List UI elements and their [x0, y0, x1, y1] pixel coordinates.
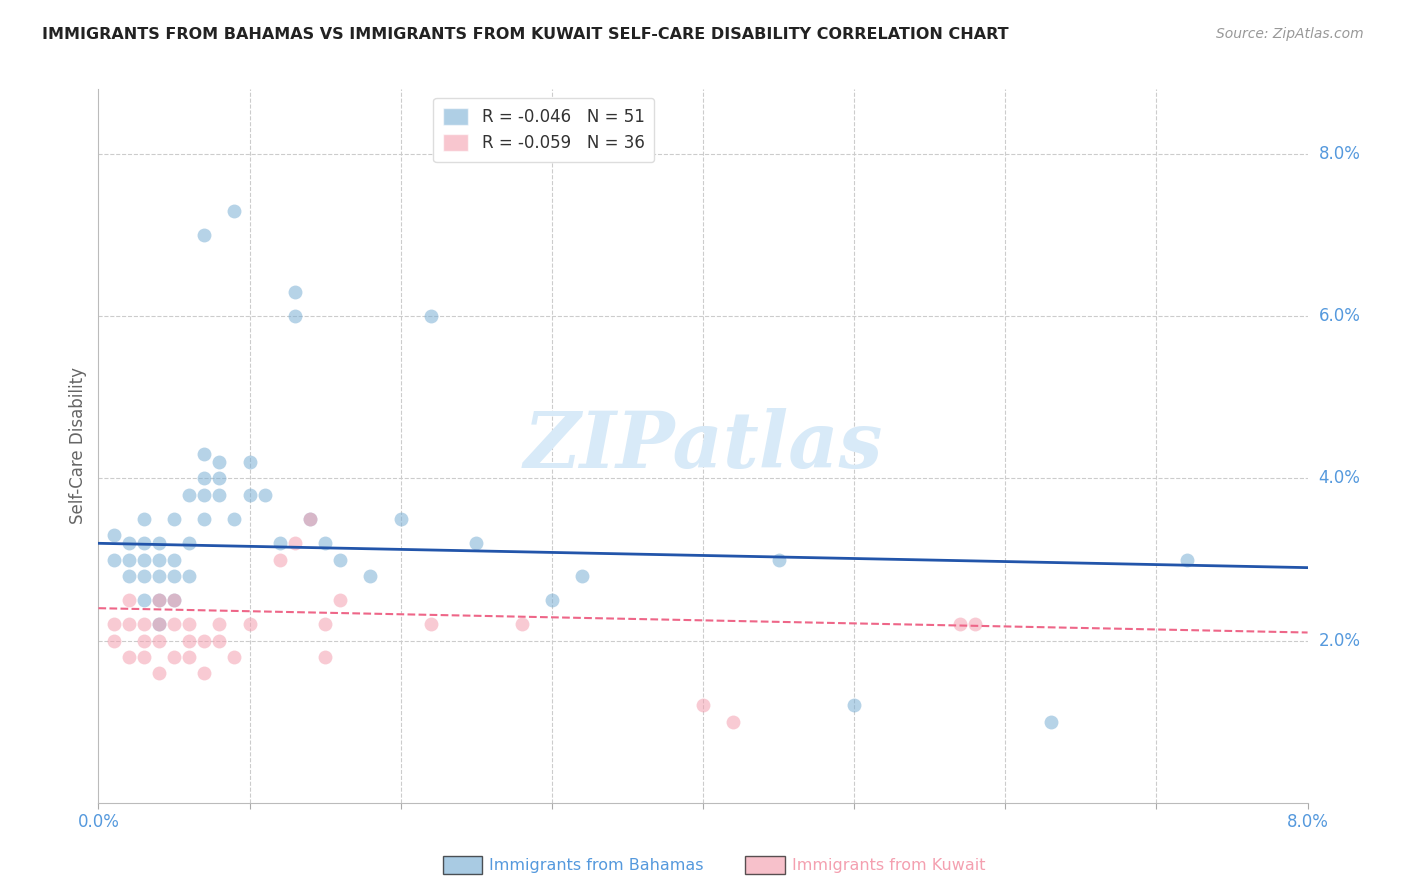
Text: IMMIGRANTS FROM BAHAMAS VS IMMIGRANTS FROM KUWAIT SELF-CARE DISABILITY CORRELATI: IMMIGRANTS FROM BAHAMAS VS IMMIGRANTS FR…: [42, 27, 1010, 42]
Point: [193, 666, 215, 681]
Point: [193, 471, 215, 485]
Point: [239, 488, 262, 502]
Text: 2.0%: 2.0%: [1319, 632, 1361, 649]
Point: [148, 552, 170, 566]
Point: [208, 471, 231, 485]
Text: Immigrants from Bahamas: Immigrants from Bahamas: [489, 858, 704, 872]
Point: [118, 568, 141, 582]
Point: [163, 593, 186, 607]
Point: [193, 488, 215, 502]
Point: [163, 593, 186, 607]
Point: [299, 512, 322, 526]
Point: [163, 617, 186, 632]
Point: [768, 552, 790, 566]
Point: [284, 285, 307, 299]
Point: [844, 698, 866, 713]
Point: [163, 568, 186, 582]
Point: [389, 512, 412, 526]
Point: [208, 617, 231, 632]
Point: [269, 536, 291, 550]
Point: [723, 714, 745, 729]
Point: [1039, 714, 1062, 729]
Point: [179, 633, 201, 648]
Point: [510, 617, 533, 632]
Point: [132, 552, 155, 566]
Point: [239, 617, 262, 632]
Point: [103, 552, 125, 566]
Point: [314, 617, 336, 632]
Point: [132, 633, 155, 648]
Point: [329, 552, 352, 566]
Point: [284, 310, 307, 324]
Text: 6.0%: 6.0%: [1319, 307, 1361, 326]
Point: [132, 512, 155, 526]
Point: [193, 512, 215, 526]
Point: [571, 568, 593, 582]
Text: Immigrants from Kuwait: Immigrants from Kuwait: [792, 858, 986, 872]
Point: [193, 447, 215, 461]
Point: [148, 593, 170, 607]
Point: [208, 455, 231, 469]
Text: 8.0%: 8.0%: [1319, 145, 1361, 163]
Point: [419, 310, 441, 324]
Point: [163, 552, 186, 566]
Point: [148, 536, 170, 550]
Point: [314, 649, 336, 664]
Point: [208, 488, 231, 502]
Point: [224, 203, 246, 218]
Point: [179, 617, 201, 632]
Point: [1175, 552, 1198, 566]
Point: [148, 617, 170, 632]
Point: [193, 228, 215, 243]
Point: [329, 593, 352, 607]
Text: Source: ZipAtlas.com: Source: ZipAtlas.com: [1216, 27, 1364, 41]
Point: [132, 536, 155, 550]
Point: [179, 536, 201, 550]
Point: [163, 649, 186, 664]
Point: [103, 617, 125, 632]
Point: [179, 568, 201, 582]
Point: [179, 649, 201, 664]
Point: [148, 568, 170, 582]
Point: [224, 512, 246, 526]
Point: [208, 633, 231, 648]
Point: [103, 633, 125, 648]
Point: [314, 536, 336, 550]
Point: [299, 512, 322, 526]
Point: [118, 649, 141, 664]
Point: [179, 488, 201, 502]
Point: [239, 455, 262, 469]
Point: [118, 617, 141, 632]
Point: [965, 617, 987, 632]
Point: [132, 617, 155, 632]
Point: [465, 536, 488, 550]
Y-axis label: Self-Care Disability: Self-Care Disability: [69, 368, 87, 524]
Point: [118, 593, 141, 607]
Text: 4.0%: 4.0%: [1319, 469, 1361, 487]
Point: [253, 488, 276, 502]
Point: [224, 649, 246, 664]
Point: [148, 633, 170, 648]
Point: [269, 552, 291, 566]
Point: [540, 593, 562, 607]
Point: [148, 666, 170, 681]
Point: [118, 552, 141, 566]
Point: [692, 698, 714, 713]
Point: [949, 617, 972, 632]
Point: [118, 536, 141, 550]
Point: [132, 568, 155, 582]
Point: [132, 649, 155, 664]
Point: [419, 617, 441, 632]
Point: [103, 528, 125, 542]
Point: [148, 593, 170, 607]
Point: [284, 536, 307, 550]
Point: [163, 512, 186, 526]
Text: ZIPatlas: ZIPatlas: [523, 408, 883, 484]
Point: [132, 593, 155, 607]
Point: [359, 568, 381, 582]
Point: [193, 633, 215, 648]
Legend: R = -0.046   N = 51, R = -0.059   N = 36: R = -0.046 N = 51, R = -0.059 N = 36: [433, 97, 654, 162]
Point: [148, 617, 170, 632]
